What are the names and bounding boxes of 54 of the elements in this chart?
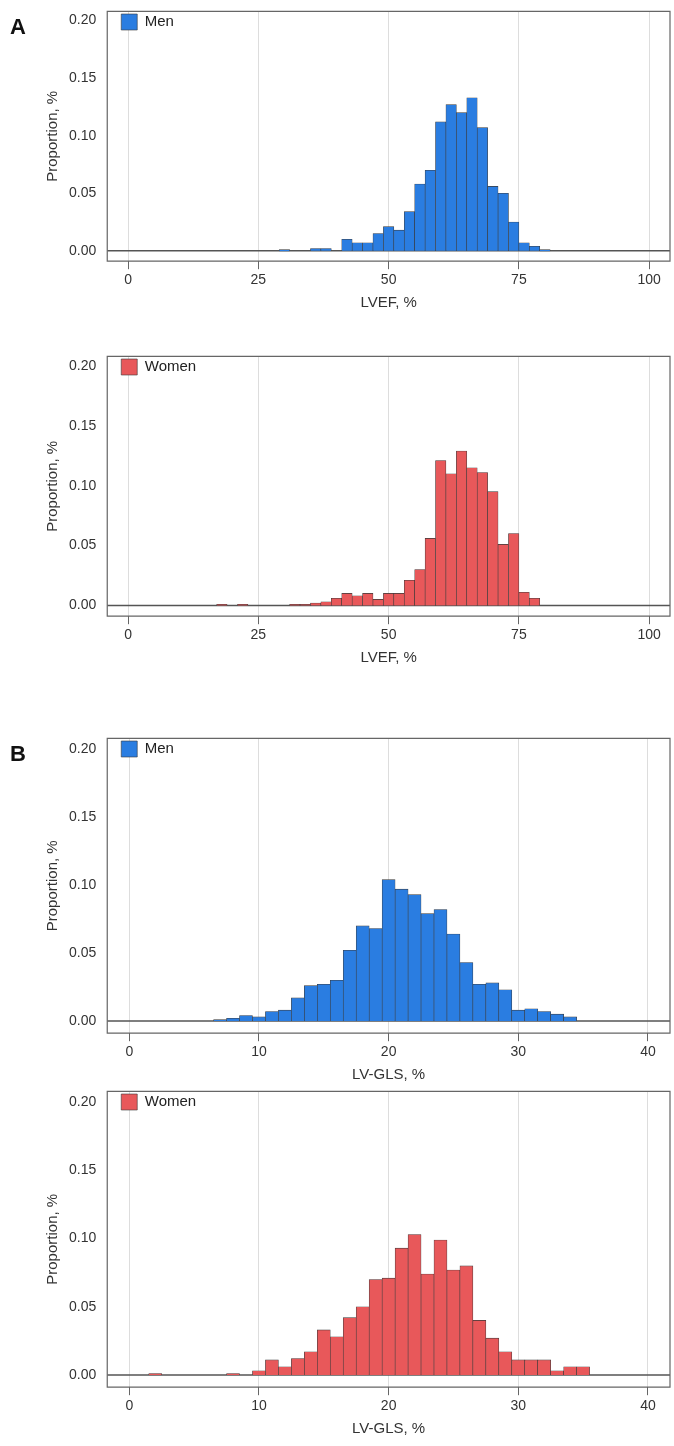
x-tick-label: 75 [511,626,527,643]
x-tick-label: 30 [510,1043,527,1060]
legend-label: Men [144,739,174,757]
x-tick-label: 0 [125,1397,134,1414]
x-tick-label: 50 [380,271,397,288]
x-axis-title: LVEF, % [360,293,417,311]
text: B [10,741,26,767]
x-tick-label: 75 [511,271,527,288]
y-tick-label: 0.15 [69,808,97,825]
text: A [10,14,26,40]
x-tick-label: 20 [380,1043,397,1060]
y-tick-label: 0.00 [69,596,97,613]
legend-label: Women [144,357,197,375]
x-tick-label: 10 [251,1397,267,1414]
y-tick-label: 0.00 [69,1365,97,1382]
y-tick-label: 0.15 [69,416,97,433]
y-axis-title: Proportion, % [43,440,61,532]
x-tick-label: 10 [251,1043,267,1060]
x-tick-label: 50 [380,626,397,643]
y-tick-label: 0.15 [69,69,97,86]
y-axis-title: Proportion, % [43,840,61,932]
y-axis-title: Proportion, % [43,1193,61,1285]
x-axis-title: LVEF, % [360,648,417,666]
y-tick-label: 0.00 [69,241,97,258]
y-tick-label: 0.10 [69,476,97,493]
y-tick-label: 0.05 [69,536,97,553]
x-tick-label: 25 [250,626,267,643]
y-tick-label: 0.10 [69,875,97,892]
x-tick-label: 100 [637,626,662,643]
y-tick-label: 0.10 [69,126,97,143]
y-tick-label: 0.20 [69,740,97,757]
legend-label: Men [144,12,174,30]
x-tick-label: 20 [380,1397,397,1414]
x-axis-title: LV-GLS, % [352,1419,426,1437]
x-tick-label: 25 [250,271,267,288]
x-tick-label: 0 [125,1043,134,1060]
y-tick-label: 0.10 [69,1229,97,1246]
y-tick-label: 0.20 [69,11,97,28]
y-tick-label: 0.05 [69,943,97,960]
y-axis-title: Proportion, % [43,90,61,182]
y-tick-label: 0.20 [69,356,97,373]
y-tick-label: 0.05 [69,1297,97,1314]
x-axis-title: LV-GLS, % [352,1065,426,1083]
x-tick-label: 0 [124,626,133,643]
x-tick-label: 30 [510,1397,527,1414]
x-tick-label: 40 [640,1043,656,1060]
x-tick-label: 0 [124,271,133,288]
x-tick-label: 100 [637,271,662,288]
y-tick-label: 0.20 [69,1093,97,1110]
x-tick-label: 40 [640,1397,656,1414]
y-tick-label: 0.05 [69,184,97,201]
y-tick-label: 0.15 [69,1161,97,1178]
y-tick-label: 0.00 [69,1011,97,1028]
legend-label: Women [144,1092,197,1110]
